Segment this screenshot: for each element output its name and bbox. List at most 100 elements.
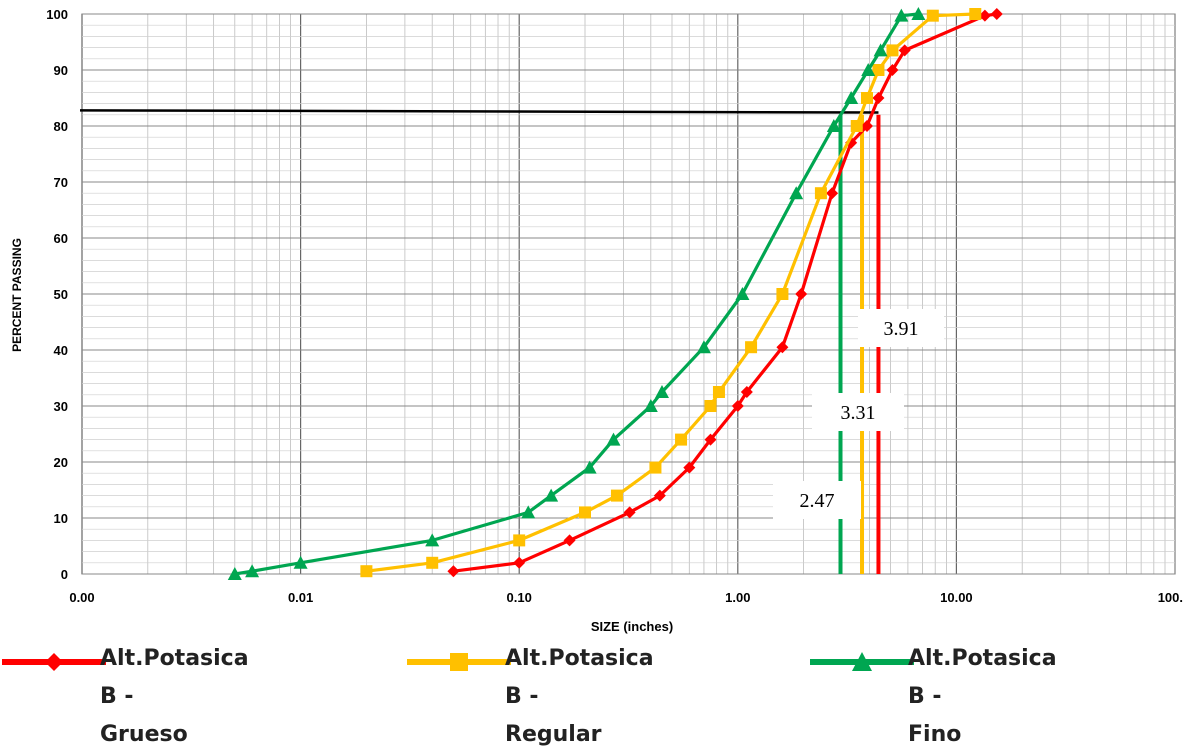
data-point <box>886 64 899 76</box>
series-layer <box>227 7 1003 580</box>
y-tick-label: 60 <box>54 231 68 246</box>
data-point <box>872 64 885 76</box>
data-point <box>245 564 260 578</box>
data-point <box>696 340 711 354</box>
data-point <box>926 9 939 22</box>
grid <box>81 13 1176 575</box>
y-tick-label: 70 <box>54 175 68 190</box>
y-tick-label: 80 <box>54 119 68 134</box>
data-point <box>683 461 696 474</box>
data-point <box>513 534 526 547</box>
data-point <box>643 399 658 412</box>
x-tick-label: 0.10 <box>507 590 532 605</box>
data-point <box>795 288 808 300</box>
data-point <box>649 461 662 474</box>
x-tick-label: 100. <box>1158 590 1183 605</box>
y-tick-label: 10 <box>54 511 68 526</box>
data-point <box>740 386 753 398</box>
data-point <box>852 652 872 671</box>
x-tick-label: 0.00 <box>69 590 94 605</box>
x-axis-ticks: 0.00 0.01 0.10 1.00 10.00 100. <box>69 590 1183 605</box>
data-point <box>45 653 63 671</box>
data-point <box>653 489 666 502</box>
data-point <box>704 400 717 412</box>
data-point <box>814 187 827 200</box>
data-point <box>911 7 926 20</box>
x-tick-label: 1.00 <box>725 590 750 605</box>
y-tick-label: 50 <box>54 287 68 302</box>
data-point <box>360 565 373 578</box>
data-point <box>450 653 468 671</box>
y-axis-ticks: 0 10 20 30 40 50 60 70 80 90 100 <box>46 7 68 582</box>
data-point <box>873 43 888 57</box>
data-point <box>886 44 899 57</box>
data-point <box>978 9 991 22</box>
data-point <box>227 567 242 580</box>
data-point <box>425 533 440 547</box>
data-point <box>579 506 592 519</box>
chart: 0 10 20 30 40 50 60 70 80 90 100 0.00 0.01 0.10 1.00 1… <box>10 7 1183 634</box>
data-point <box>426 556 439 569</box>
reference-line <box>79 109 879 114</box>
data-point <box>776 288 789 300</box>
callout-label: 3.91 <box>884 318 919 340</box>
y-tick-label: 20 <box>54 455 68 470</box>
data-point <box>861 120 874 132</box>
data-point <box>610 489 623 502</box>
legend-swatch-regular <box>407 653 511 671</box>
series-0 <box>447 8 1003 578</box>
callout-label: 3.31 <box>841 402 876 424</box>
data-point <box>861 92 874 104</box>
data-point <box>745 341 758 354</box>
series-1 <box>360 8 982 578</box>
data-point <box>826 187 839 200</box>
legend-label-grueso: Alt.Potasica B - Grueso <box>100 646 249 747</box>
data-point <box>990 8 1003 20</box>
y-axis-title: PERCENT PASSING <box>10 238 24 352</box>
data-point <box>704 433 717 446</box>
data-point <box>623 506 636 519</box>
reference-line-80 <box>79 109 879 114</box>
data-point <box>872 92 885 104</box>
callout-box <box>858 309 944 347</box>
legend-label-fino: Alt.Potasica B - Fino <box>908 646 1057 747</box>
legend: Alt.Potasica B - Grueso Alt.Potasica B -… <box>0 640 1183 747</box>
x-axis-title: SIZE (inches) <box>591 619 673 634</box>
data-point <box>735 287 750 300</box>
data-point <box>712 386 725 398</box>
y-tick-label: 100 <box>46 7 68 22</box>
data-point <box>861 63 876 76</box>
data-point <box>969 8 982 20</box>
data-point <box>675 433 688 446</box>
series-2 <box>227 7 926 580</box>
y-tick-label: 40 <box>54 343 68 358</box>
legend-label-regular: Alt.Potasica B - Regular <box>505 646 654 747</box>
data-point <box>731 400 744 412</box>
data-point <box>898 44 911 57</box>
data-point <box>826 119 841 132</box>
data-point <box>582 460 597 474</box>
data-point <box>513 556 526 569</box>
callout-box <box>812 393 904 431</box>
callout-label: 2.47 <box>800 490 835 512</box>
data-point <box>654 385 669 398</box>
data-point <box>293 555 308 569</box>
data-point <box>850 120 863 132</box>
data-point <box>544 488 559 502</box>
data-point <box>447 565 460 578</box>
data-point <box>844 91 859 104</box>
data-point <box>894 8 909 22</box>
data-point <box>606 432 621 446</box>
x-tick-label: 0.01 <box>288 590 313 605</box>
data-point <box>563 534 576 547</box>
legend-swatch-grueso <box>2 653 106 671</box>
data-point <box>521 505 536 519</box>
data-point <box>789 186 804 200</box>
y-tick-label: 90 <box>54 63 68 78</box>
callout-box <box>773 481 861 519</box>
callouts: 3.91 3.31 2.47 <box>773 309 944 519</box>
data-point <box>776 341 789 354</box>
y-tick-label: 0 <box>61 567 68 582</box>
x-tick-label: 10.00 <box>940 590 973 605</box>
legend-swatch-fino <box>810 652 914 671</box>
